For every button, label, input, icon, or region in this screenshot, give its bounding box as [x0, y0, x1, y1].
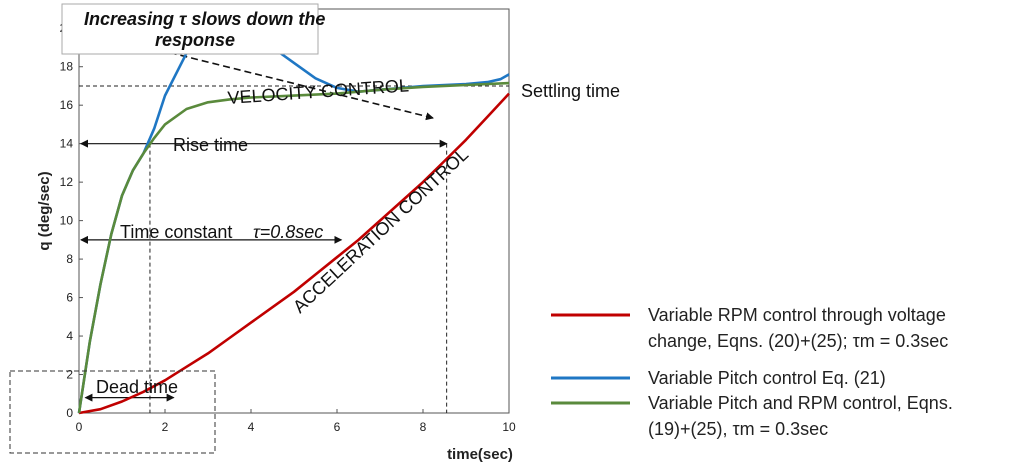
- annotations: Increasing τ slows down the response Set…: [9, 3, 620, 454]
- y-tick-label: 6: [66, 291, 73, 305]
- annotation-time-constant: Time constant: [120, 222, 232, 242]
- x-tick-label: 6: [334, 420, 341, 434]
- y-tick-label: 0: [66, 406, 73, 420]
- annotation-increasing-tau-line2: response: [155, 30, 235, 50]
- y-tick-label: 10: [60, 214, 74, 228]
- annotation-dead-time: Dead time: [96, 377, 178, 397]
- annotation-rise-time: Rise time: [173, 135, 248, 155]
- x-tick-label: 4: [248, 420, 255, 434]
- y-tick-label: 2: [66, 368, 73, 382]
- x-tick-label: 2: [162, 420, 169, 434]
- legend-label-1: Variable RPM control through voltage: [648, 305, 946, 325]
- legend: Variable RPM control through voltage chan…: [551, 305, 953, 439]
- y-tick-label: 4: [66, 329, 73, 343]
- annotation-settling-time: Settling time: [521, 81, 620, 101]
- series-line-1: [78, 92, 510, 415]
- legend-label-2: Variable Pitch control Eq. (21): [648, 368, 886, 388]
- y-tick-label: 8: [66, 252, 73, 266]
- plot-frame: [78, 8, 510, 414]
- legend-label-1: change, Eqns. (20)+(25); τm = 0.3sec: [648, 331, 948, 351]
- y-tick-label: 18: [60, 60, 74, 74]
- increasing-tau-arrow: [126, 41, 434, 121]
- annotation-box-increasing-tau: [61, 3, 319, 55]
- plot-frame-group: [78, 8, 510, 414]
- y-axis-label: q (deg/sec): [36, 171, 53, 250]
- x-tick-label: 8: [420, 420, 427, 434]
- annotation-time-constant-formula: τ=0.8sec: [253, 222, 323, 242]
- y-tick-label: 14: [60, 137, 74, 151]
- x-tick-label: 10: [502, 420, 516, 434]
- y-tick-label: 16: [60, 98, 74, 112]
- legend-label-3: Variable Pitch and RPM control, Eqns.: [648, 393, 953, 413]
- x-axis-label: time(sec): [447, 446, 513, 463]
- legend-label-3: (19)+(25), τm = 0.3sec: [648, 419, 828, 439]
- annotation-increasing-tau-line1: Increasing τ slows down the: [84, 9, 325, 29]
- x-tick-label: 0: [76, 420, 83, 434]
- series-line-3: [77, 81, 510, 414]
- annotation-box-dead-time: [9, 370, 216, 454]
- y-tick-label: 12: [60, 175, 74, 189]
- x-axis-ticks: 0 2 4 6 8 10: [76, 409, 516, 434]
